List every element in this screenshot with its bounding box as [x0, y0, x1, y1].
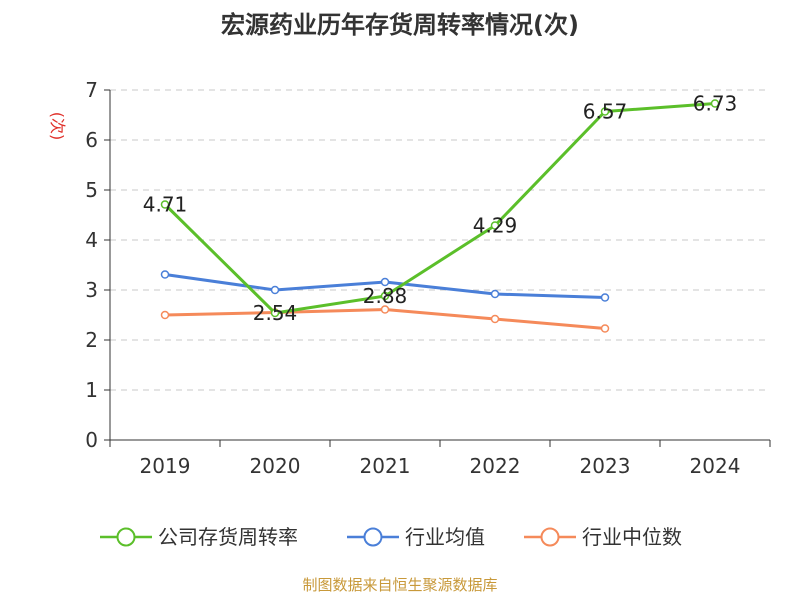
x-tick-label: 2022 [470, 454, 521, 478]
data-label: 2.88 [363, 284, 408, 308]
data-label: 2.54 [253, 301, 298, 325]
axes: 0 1 2 3 4 5 6 7 2019 2020 2021 2022 2023 2024 [85, 78, 771, 478]
data-point [600, 324, 610, 333]
y-tick-label: 1 [85, 378, 98, 402]
y-tick-label: 0 [85, 428, 98, 452]
data-point [160, 200, 170, 209]
y-tick-label: 4 [85, 228, 98, 252]
y-tick-label: 2 [85, 328, 98, 352]
chart-title: 宏源药业历年存货周转率情况(次) [221, 11, 579, 39]
data-label: 6.73 [693, 92, 738, 116]
y-tick-label: 5 [85, 178, 98, 202]
y-tick-label: 3 [85, 278, 98, 302]
series-group [160, 99, 720, 333]
data-point [160, 270, 170, 279]
legend-marker-1 [363, 527, 383, 547]
gridlines [110, 89, 770, 391]
data-point [600, 293, 610, 302]
x-tick-label: 2019 [140, 454, 191, 478]
data-label: 6.57 [583, 100, 628, 124]
data-point [270, 308, 280, 318]
data-point [490, 314, 500, 324]
data-point [380, 277, 390, 287]
y-tick-label: 6 [85, 128, 98, 152]
data-point [160, 310, 170, 320]
data-point [710, 99, 720, 108]
data-point [380, 305, 390, 314]
data-point [600, 107, 610, 116]
x-tick-label: 2024 [690, 454, 741, 478]
data-label: 4.29 [473, 214, 518, 238]
x-tick-label: 2020 [250, 454, 301, 478]
data-labels: 4.71 2.54 2.88 4.29 6.57 6.73 [143, 92, 738, 326]
data-point [380, 291, 390, 301]
data-point [490, 221, 500, 230]
legend-label: 行业均值 [405, 525, 485, 549]
data-point [490, 289, 500, 299]
legend-marker-2 [540, 527, 560, 547]
data-point [270, 285, 280, 295]
series-line-0 [163, 102, 716, 315]
legend-marker-0 [116, 527, 136, 547]
source-note: 制图数据来自恒生聚源数据库 [302, 576, 497, 594]
legend-label: 行业中位数 [582, 525, 682, 549]
legend: 公司存货周转率 行业均值 行业中位数 [100, 525, 682, 549]
x-tick-label: 2021 [360, 454, 411, 478]
y-axis-label: (次) [48, 112, 67, 141]
legend-label: 公司存货周转率 [158, 525, 298, 549]
data-label: 4.71 [143, 193, 188, 217]
y-tick-label: 7 [85, 78, 98, 102]
x-tick-label: 2023 [580, 454, 631, 478]
